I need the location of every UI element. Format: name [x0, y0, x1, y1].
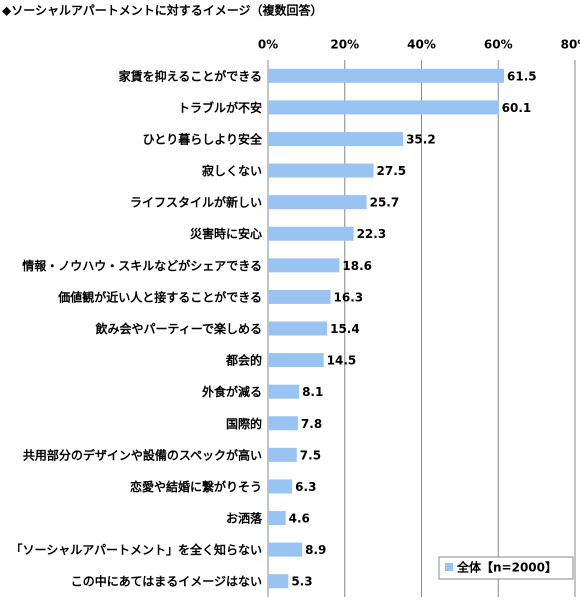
legend-label: 全体【n=2000】	[456, 560, 557, 575]
x-tick-label: 60%	[484, 38, 513, 52]
y-tick-label: お洒落	[226, 511, 263, 526]
bar	[268, 416, 298, 431]
bar	[268, 131, 404, 146]
y-tick-label: 国際的	[226, 416, 262, 431]
data-label: 16.3	[334, 290, 364, 304]
data-label: 25.7	[370, 196, 400, 210]
data-label: 15.4	[330, 322, 360, 336]
legend-box	[438, 556, 574, 580]
data-label: 4.6	[289, 512, 310, 526]
y-tick-label: 価値観が近い人と接することができる	[57, 289, 262, 304]
data-label: 7.5	[300, 448, 321, 462]
data-label: 8.1	[302, 385, 323, 399]
data-label: 27.5	[377, 164, 407, 178]
data-label: 14.5	[327, 354, 357, 368]
y-tick-label: 都会的	[225, 353, 262, 368]
y-tick-label: トラブルが不安	[178, 100, 262, 115]
y-tick-label: 寂しくない	[202, 163, 262, 178]
bar	[268, 195, 367, 210]
data-label: 22.3	[357, 227, 387, 241]
y-tick-label: ライフスタイルが新しい	[130, 195, 262, 210]
data-label: 18.6	[342, 259, 372, 273]
bar	[268, 226, 354, 241]
y-tick-label: 共用部分のデザインや設備のスペックが高い	[23, 447, 262, 462]
bar	[268, 447, 297, 462]
data-label: 61.5	[507, 69, 537, 83]
y-tick-label: 外食が減る	[202, 384, 262, 399]
y-tick-label: 「ソーシャルアパートメント」を全く知らない	[10, 542, 262, 557]
y-tick-label: 飲み会やパーティーで楽しめる	[94, 321, 262, 336]
data-label: 8.9	[305, 543, 326, 557]
y-tick-label: 家賃を抑えることができる	[119, 68, 262, 83]
bar	[268, 100, 499, 115]
bar	[268, 353, 324, 368]
data-label: 6.3	[295, 480, 316, 494]
bar	[268, 68, 505, 83]
data-label: 35.2	[406, 132, 436, 146]
y-tick-label: 災害時に安心	[190, 226, 262, 241]
bar	[268, 479, 293, 494]
data-label: 5.3	[291, 575, 312, 589]
x-tick-label: 80%	[561, 38, 580, 52]
x-tick-label: 0%	[258, 38, 278, 52]
legend-swatch	[445, 563, 453, 571]
bar	[268, 163, 374, 178]
y-tick-label: この中にあてはまるイメージはない	[71, 574, 262, 589]
x-tick-label: 20%	[330, 38, 359, 52]
y-tick-label: ひとり暮らしより安全	[143, 131, 263, 146]
data-label: 7.8	[301, 417, 322, 431]
bar	[268, 321, 328, 336]
y-tick-label: 情報・ノウハウ・スキルなどがシェアできる	[22, 258, 262, 273]
y-tick-label: 恋愛や結婚に繋がりそう	[130, 479, 262, 494]
bar	[268, 289, 331, 304]
data-label: 60.1	[502, 101, 532, 115]
bar	[268, 384, 300, 399]
bar	[268, 574, 289, 589]
chart-title: ◆ソーシャルアパートメントに対するイメージ（複数回答）	[2, 3, 323, 18]
bar	[268, 542, 303, 557]
x-tick-label: 40%	[407, 38, 436, 52]
bar	[268, 258, 340, 273]
bar	[268, 511, 286, 526]
